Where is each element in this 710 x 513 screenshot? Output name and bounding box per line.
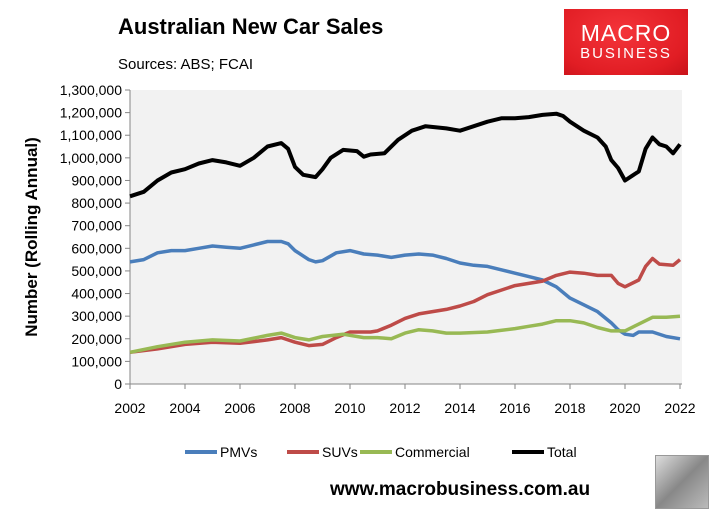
y-tick-label: 300,000: [71, 308, 122, 324]
legend-label-commercial: Commercial: [395, 444, 470, 460]
wolf-mascot-image: [655, 455, 709, 509]
y-tick-label: 900,000: [71, 172, 122, 188]
y-tick-label: 1,200,000: [60, 105, 122, 121]
x-tick-label: 2012: [389, 400, 420, 416]
x-tick-label: 2004: [169, 400, 200, 416]
series-line-suvs: [129, 256, 682, 355]
y-tick-label: 500,000: [71, 263, 122, 279]
y-tick-label: 1,100,000: [60, 127, 122, 143]
x-tick-label: 2020: [609, 400, 640, 416]
y-tick-label: 600,000: [71, 240, 122, 256]
x-tick-label: 2002: [114, 400, 145, 416]
chart-title: Australian New Car Sales: [118, 14, 384, 39]
x-tick-label: 2022: [664, 400, 695, 416]
y-axis-label: Number (Rolling Annual): [22, 137, 41, 337]
legend-label-pmvs: PMVs: [220, 444, 257, 460]
x-tick-label: 2018: [554, 400, 585, 416]
logo-line1: MACRO: [580, 20, 672, 46]
y-tick-label: 1,300,000: [60, 82, 122, 98]
y-tick-label: 700,000: [71, 218, 122, 234]
x-tick-label: 2006: [224, 400, 255, 416]
series-line-total: [129, 111, 682, 199]
plot-area: [130, 90, 682, 384]
series-line-pmvs: [129, 239, 681, 341]
footer-url: www.macrobusiness.com.au: [330, 479, 591, 500]
x-tick-label: 2016: [499, 400, 530, 416]
y-tick-label: 1,000,000: [60, 150, 122, 166]
y-tick-label: 200,000: [71, 331, 122, 347]
y-tick-label: 100,000: [71, 353, 122, 369]
x-tick-label: 2010: [334, 400, 365, 416]
x-tick-label: 2008: [279, 400, 310, 416]
logo-line2: BUSINESS: [580, 45, 672, 62]
legend-label-total: Total: [547, 444, 577, 460]
y-tick-label: 0: [114, 376, 122, 392]
series-line-commercial: [129, 314, 681, 355]
macrobusiness-logo: MACRO BUSINESS: [564, 9, 688, 75]
x-tick-label: 2014: [444, 400, 475, 416]
chart-subtitle: Sources: ABS; FCAI: [118, 56, 254, 73]
y-tick-label: 800,000: [71, 195, 122, 211]
legend-label-suvs: SUVs: [322, 444, 358, 460]
y-tick-label: 400,000: [71, 286, 122, 302]
